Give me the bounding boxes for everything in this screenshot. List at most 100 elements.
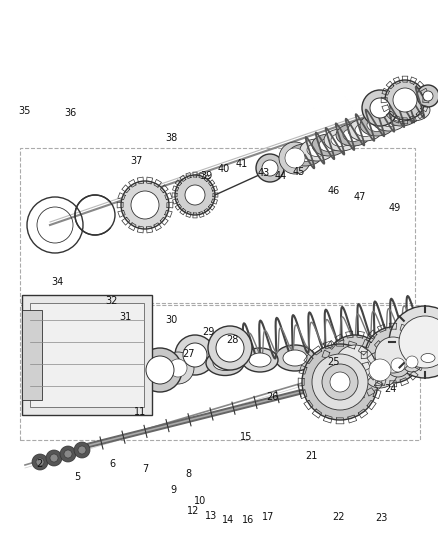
Circle shape	[46, 450, 62, 466]
Circle shape	[138, 348, 182, 392]
Circle shape	[405, 356, 417, 368]
Ellipse shape	[342, 128, 362, 141]
Text: 25: 25	[327, 358, 339, 367]
Ellipse shape	[347, 119, 381, 141]
Circle shape	[384, 80, 424, 120]
Bar	[30, 303, 144, 407]
Circle shape	[392, 88, 416, 112]
Text: 34: 34	[51, 278, 63, 287]
Text: 15: 15	[239, 432, 251, 442]
Ellipse shape	[318, 139, 338, 151]
Circle shape	[169, 359, 187, 377]
Ellipse shape	[299, 139, 333, 161]
Text: 17: 17	[261, 512, 273, 522]
Circle shape	[279, 142, 310, 174]
Ellipse shape	[378, 114, 398, 126]
Ellipse shape	[205, 351, 244, 376]
Ellipse shape	[241, 348, 277, 372]
Circle shape	[162, 352, 194, 384]
Circle shape	[369, 98, 389, 118]
Ellipse shape	[287, 144, 321, 166]
Text: 26: 26	[265, 392, 278, 402]
Text: 22: 22	[331, 512, 343, 522]
Circle shape	[368, 359, 390, 381]
Ellipse shape	[383, 104, 417, 126]
Text: 35: 35	[18, 106, 30, 116]
Circle shape	[329, 372, 349, 392]
Ellipse shape	[311, 134, 345, 156]
Circle shape	[146, 356, 173, 384]
Text: 5: 5	[74, 472, 80, 482]
Circle shape	[74, 442, 90, 458]
Circle shape	[60, 446, 76, 462]
Circle shape	[374, 337, 410, 373]
Circle shape	[208, 326, 251, 370]
Text: 32: 32	[106, 296, 118, 306]
Circle shape	[78, 446, 86, 454]
Circle shape	[324, 335, 384, 395]
Ellipse shape	[390, 109, 410, 122]
Text: 46: 46	[327, 186, 339, 196]
Text: 13: 13	[204, 511, 216, 521]
Ellipse shape	[434, 348, 438, 360]
Text: 23: 23	[375, 513, 387, 523]
Text: 21: 21	[305, 451, 317, 461]
Circle shape	[36, 458, 44, 466]
Text: 31: 31	[119, 312, 131, 322]
Text: 40: 40	[217, 164, 230, 174]
Circle shape	[32, 454, 48, 470]
Text: 6: 6	[109, 459, 115, 469]
Ellipse shape	[359, 114, 393, 136]
Text: 9: 9	[170, 486, 176, 495]
Circle shape	[50, 454, 58, 462]
Circle shape	[183, 343, 207, 367]
Ellipse shape	[212, 356, 237, 370]
Ellipse shape	[283, 350, 306, 366]
Circle shape	[388, 306, 438, 378]
Ellipse shape	[323, 129, 357, 151]
Circle shape	[385, 353, 409, 377]
Text: 16: 16	[241, 515, 254, 524]
Circle shape	[398, 316, 438, 368]
Ellipse shape	[371, 109, 405, 131]
Text: 24: 24	[384, 384, 396, 394]
Circle shape	[121, 181, 169, 229]
Text: 47: 47	[353, 192, 365, 202]
Ellipse shape	[274, 345, 314, 371]
Circle shape	[284, 148, 304, 168]
Text: 11: 11	[134, 407, 146, 417]
Bar	[20, 305, 419, 440]
Text: 41: 41	[235, 159, 247, 169]
Text: 39: 39	[200, 171, 212, 181]
Circle shape	[361, 90, 397, 126]
Text: 44: 44	[274, 171, 286, 181]
Circle shape	[390, 358, 404, 372]
Circle shape	[301, 344, 377, 420]
Text: 36: 36	[64, 108, 76, 118]
Text: 30: 30	[165, 315, 177, 325]
Ellipse shape	[248, 353, 270, 367]
Circle shape	[361, 352, 397, 388]
Text: 7: 7	[141, 464, 148, 474]
Circle shape	[255, 154, 283, 182]
Text: 8: 8	[185, 470, 191, 479]
Circle shape	[334, 345, 374, 385]
Circle shape	[131, 191, 159, 219]
Text: 37: 37	[130, 156, 142, 166]
Bar	[22, 310, 42, 400]
Text: 12: 12	[187, 506, 199, 515]
Text: 27: 27	[182, 350, 194, 359]
Text: 28: 28	[226, 335, 238, 344]
Ellipse shape	[402, 103, 422, 117]
Text: 29: 29	[202, 327, 214, 337]
Ellipse shape	[294, 149, 314, 161]
Bar	[20, 148, 414, 303]
Bar	[22, 295, 152, 415]
Circle shape	[311, 354, 367, 410]
Circle shape	[321, 364, 357, 400]
Circle shape	[64, 450, 72, 458]
Text: 14: 14	[222, 515, 234, 524]
Ellipse shape	[415, 350, 438, 366]
Text: 43: 43	[257, 168, 269, 178]
Text: 49: 49	[388, 203, 400, 213]
